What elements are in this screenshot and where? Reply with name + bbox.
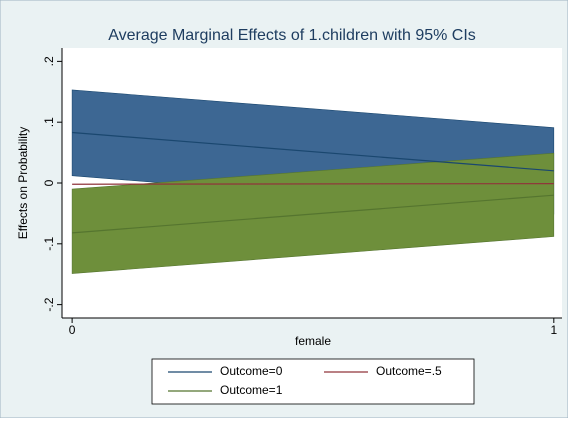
series-line [72,183,554,185]
chart-title: Average Marginal Effects of 1.children w… [108,27,476,44]
series-line [72,131,554,172]
x-axis-title: female [295,334,331,348]
lines [72,131,554,234]
series-line [72,194,554,234]
legend-label: Outcome=1 [220,383,283,397]
y-tick-label: -.2 [42,297,56,311]
axes: -.2 -.1 0 .1 .2 0 1 [42,48,562,337]
y-axis-title: Effects on Probability [16,127,30,240]
x-tick-label: 1 [550,323,557,337]
x-tick-label: 0 [69,323,76,337]
legend-label: Outcome=.5 [376,364,442,378]
legend-label: Outcome=0 [220,364,283,378]
y-tick-label: 0 [42,179,56,186]
legend [151,358,475,405]
legend-entries: Outcome=0 Outcome=.5 Outcome=1 [168,364,442,397]
y-tick-label: .2 [42,56,56,66]
y-tick-label: -.1 [42,236,56,250]
y-tick-label: .1 [42,117,56,127]
